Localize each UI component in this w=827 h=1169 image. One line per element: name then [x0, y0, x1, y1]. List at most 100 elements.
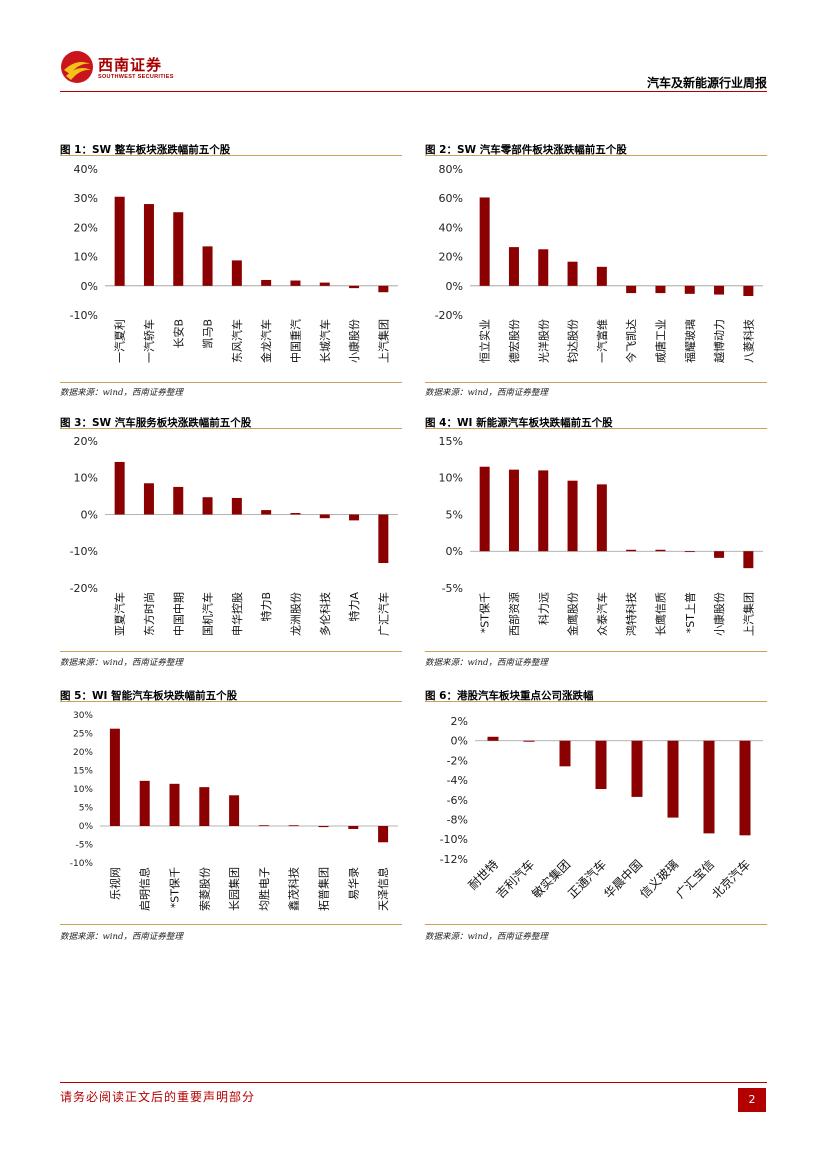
bar-中国中期 — [173, 486, 184, 515]
category-label: 敏实集团 — [529, 857, 574, 902]
bar-chart: -5% 0% 5% 10% 15% *ST保千 西部资源 科力远 金鹰股份 众泰汽车 鸿特科技 长鹰信… — [439, 435, 763, 636]
category-label: 易华录 — [346, 867, 360, 900]
category-label: 小康股份 — [712, 592, 726, 636]
bar-德宏股份 — [508, 247, 519, 286]
category-label: 中国中期 — [172, 592, 185, 636]
category-label: 国机汽车 — [201, 592, 215, 636]
bar-特力B — [261, 510, 272, 515]
category-label: 一汽富维 — [595, 319, 609, 363]
bar-索菱股份 — [199, 787, 210, 826]
figure-bottom-rule — [60, 924, 402, 925]
bar-chart: -20% 0% 20% 40% 60% 80% 恒立实业 德宏股份 光洋股份 钧达股份 一汽富维 今飞… — [435, 163, 763, 363]
bar-敏实集团 — [559, 740, 571, 767]
category-label: 小康股份 — [347, 319, 361, 363]
bar-小康股份 — [349, 285, 360, 289]
category-label: 天泽信息 — [376, 867, 390, 911]
category-label: 乐视网 — [108, 867, 122, 900]
category-label: 特力A — [347, 592, 361, 622]
bar-拓普集团 — [318, 826, 329, 828]
figure-top-rule — [60, 155, 402, 156]
figure-bottom-rule — [60, 382, 402, 383]
bar-众泰汽车 — [596, 484, 607, 552]
y-tick-label: 0% — [451, 735, 468, 748]
y-tick-label: 40% — [74, 163, 98, 176]
y-tick-label: 20% — [439, 251, 463, 264]
category-label: 凯马B — [202, 319, 215, 349]
bar-西部资源 — [508, 469, 519, 552]
bar-科力远 — [538, 470, 549, 552]
figure-title: 图 2：SW 汽车零部件板块涨跌幅前五个股 — [425, 144, 627, 156]
bar-国机汽车 — [202, 497, 213, 515]
y-tick-label: 80% — [439, 163, 463, 176]
bar-chart: -20% -10% 0% 10% 20% 亚夏汽车 东方时尚 中国中期 国机汽车 申华控股 特力B 龙… — [70, 435, 398, 636]
category-label: 威唐工业 — [653, 319, 667, 363]
y-tick-label: 10% — [73, 785, 93, 795]
category-label: 索菱股份 — [197, 867, 211, 911]
bar-光洋股份 — [538, 249, 549, 286]
y-tick-label: 5% — [446, 508, 463, 521]
company-logo: 西南证券 SOUTHWEST SECURITIES — [60, 50, 180, 86]
category-label: 恒立实业 — [478, 319, 492, 363]
category-label: 一汽夏利 — [113, 319, 127, 363]
bar-多伦科技 — [319, 514, 330, 519]
data-source-note: 数据来源：wind，西南证券整理 — [60, 932, 183, 942]
bar-耐世特 — [487, 736, 499, 741]
bar-鑫茂科技 — [288, 825, 299, 827]
category-label: 钧达股份 — [566, 319, 580, 363]
bar-亚夏汽车 — [114, 461, 125, 515]
category-label: 华晨中国 — [601, 857, 646, 902]
bar-正通汽车 — [595, 740, 607, 790]
footer-divider — [60, 1082, 767, 1083]
bar-长城汽车 — [319, 282, 330, 286]
y-tick-label: -6% — [447, 794, 468, 807]
bar-鸿特科技 — [626, 549, 637, 552]
category-label: 金龙汽车 — [259, 319, 273, 363]
category-label: 东方时尚 — [142, 592, 156, 636]
y-tick-label: 10% — [439, 472, 463, 485]
category-label: 多伦科技 — [318, 592, 332, 636]
bar-chart: -10% -5% 0% 5% 10% 15% 20% 25% 30% 乐视网 启明信息 *ST保千 索菱… — [70, 711, 398, 911]
category-label: 东风汽车 — [230, 319, 244, 363]
bar-北京汽车 — [739, 740, 751, 836]
category-label: 八菱科技 — [741, 319, 755, 363]
category-label: 金鹰股份 — [566, 592, 580, 636]
y-tick-label: -10% — [70, 545, 98, 558]
category-label: 鸿特科技 — [624, 592, 638, 636]
bar-福耀玻璃 — [684, 285, 695, 294]
category-label: 众泰汽车 — [595, 592, 609, 636]
category-label: 越博动力 — [712, 319, 726, 363]
y-tick-label: -10% — [70, 859, 94, 869]
bar-吉利汽车 — [523, 740, 535, 742]
figure-bottom-rule — [425, 924, 767, 925]
category-label: 福耀玻璃 — [683, 319, 697, 363]
category-label: 上汽集团 — [741, 592, 755, 636]
figure-bottom-rule — [425, 382, 767, 383]
bar-一汽轿车 — [143, 204, 154, 286]
category-label: 广汇汽车 — [376, 592, 390, 636]
category-label: 长园集团 — [227, 867, 241, 911]
bar-上汽集团 — [743, 551, 754, 569]
bar-东风汽车 — [231, 260, 242, 286]
bar-八菱科技 — [743, 285, 754, 297]
y-tick-label: 20% — [73, 748, 93, 758]
category-label: 光洋股份 — [536, 319, 550, 363]
bar-易华录 — [348, 826, 359, 829]
bar-长安B — [173, 212, 184, 286]
bar-chart: -12% -10% -8% -6% -4% -2% 0% 2% 耐世特吉利汽车敏实集团正通汽车华… — [440, 715, 763, 902]
category-label: 启明信息 — [138, 867, 152, 911]
category-label: 今飞凯达 — [624, 319, 638, 363]
bar-广汇宝信 — [703, 740, 715, 834]
y-tick-label: -8% — [447, 814, 468, 827]
figure-top-rule — [60, 701, 402, 702]
figure-title: 图 6：港股汽车板块重点公司涨跌幅 — [425, 690, 594, 702]
bar-乐视网 — [109, 728, 120, 826]
report-title: 汽车及新能源行业周报 — [646, 76, 767, 90]
category-label: *ST保千 — [478, 592, 492, 633]
y-tick-label: -5% — [442, 582, 463, 595]
bar-广汇汽车 — [378, 514, 389, 564]
bar-*ST上普 — [684, 551, 695, 553]
bar-东方时尚 — [143, 483, 154, 515]
bar-威唐工业 — [655, 285, 666, 294]
category-label: 上汽集团 — [376, 319, 390, 363]
page-number: 2 — [738, 1088, 766, 1112]
